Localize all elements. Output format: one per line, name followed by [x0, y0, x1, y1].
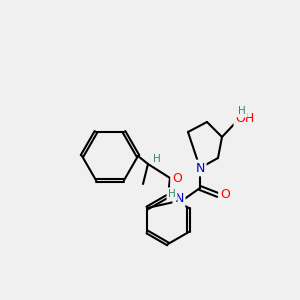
Text: O: O	[220, 188, 230, 202]
Text: H: H	[238, 106, 246, 116]
Text: N: N	[174, 193, 184, 206]
Text: OH: OH	[236, 112, 255, 125]
Text: O: O	[172, 172, 182, 185]
Text: N: N	[195, 161, 205, 175]
Text: H: H	[153, 154, 161, 164]
Text: H: H	[168, 189, 176, 199]
